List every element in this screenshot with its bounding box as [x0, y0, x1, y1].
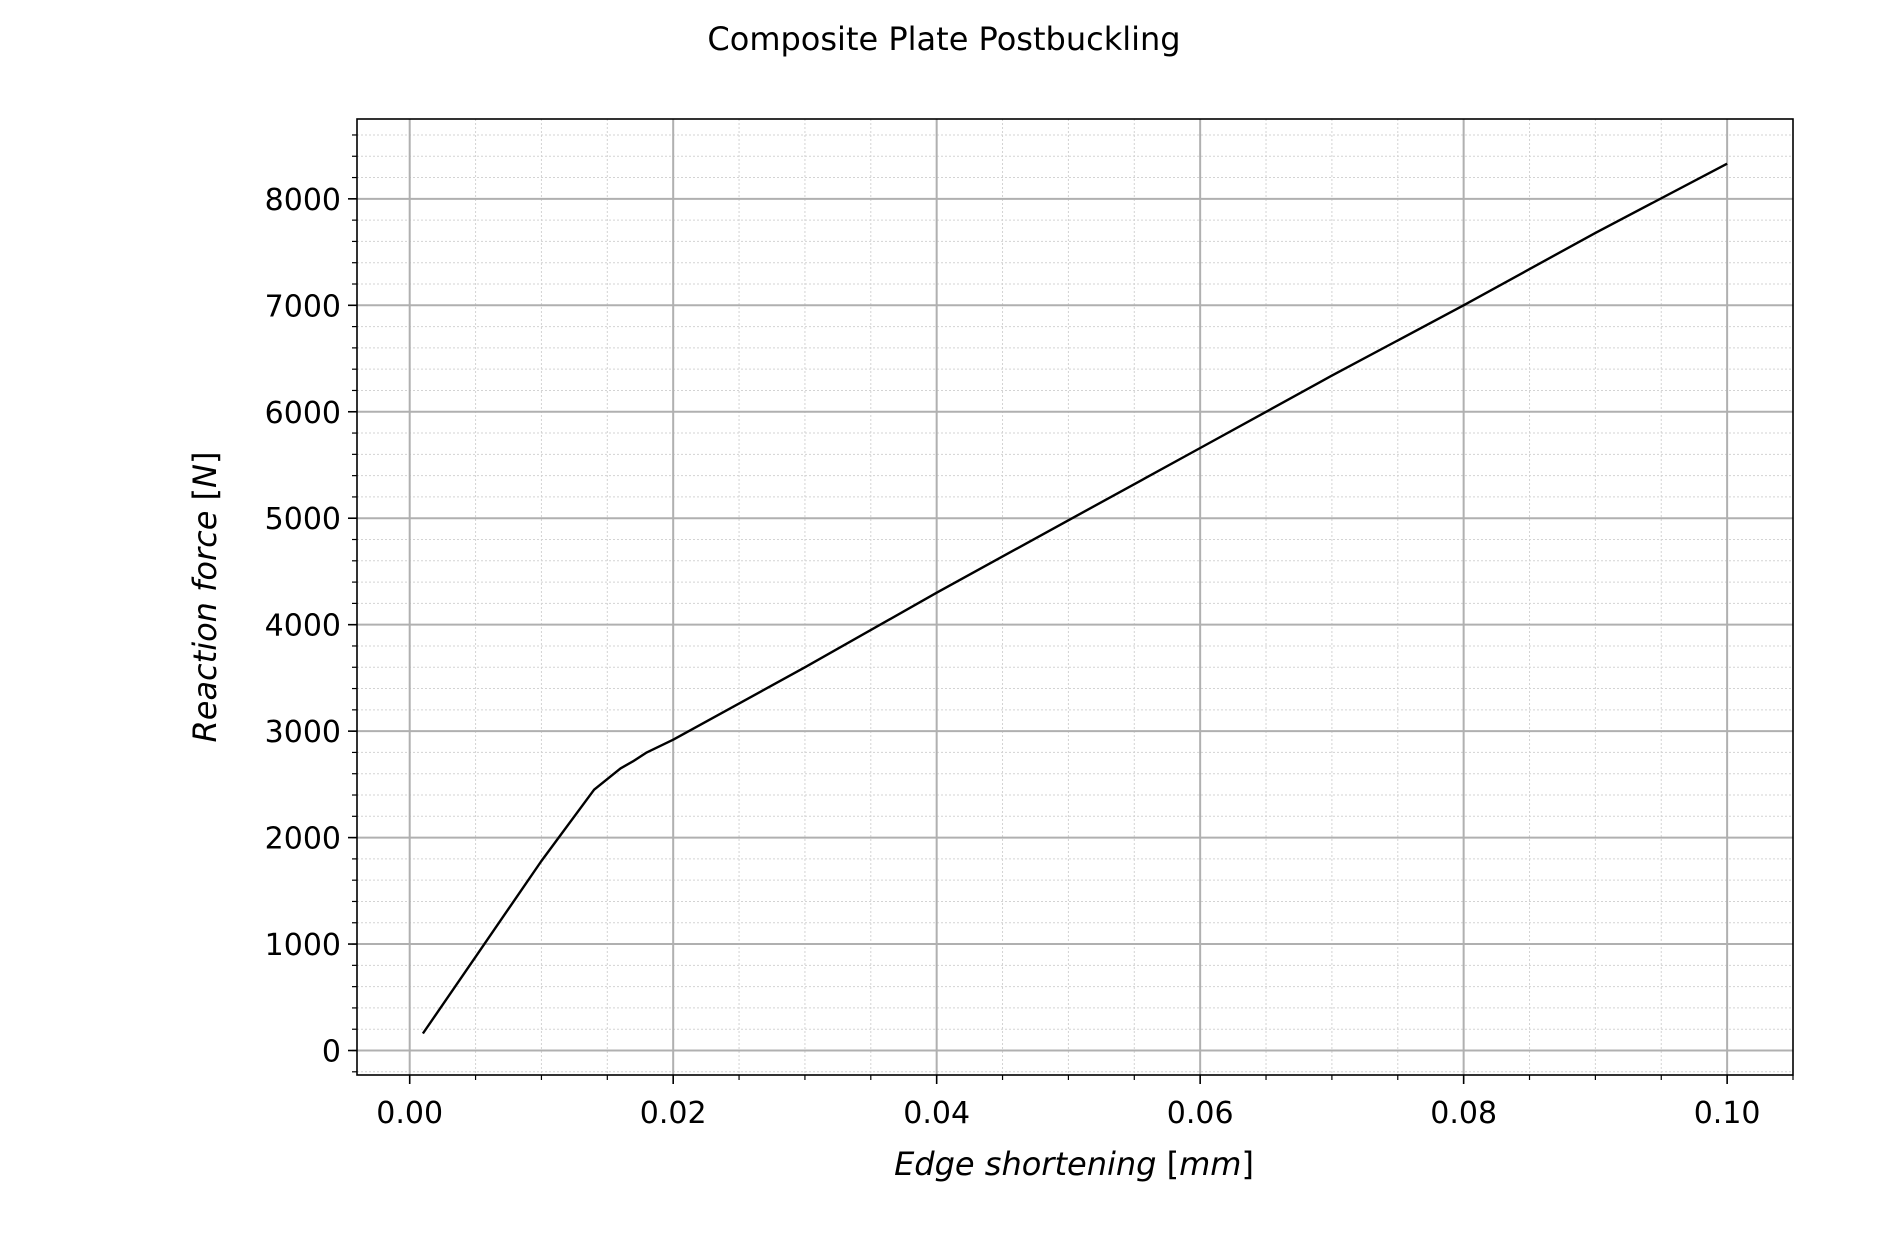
y-axis-label: Reaction force [N]: [186, 452, 224, 743]
tick-labels: 0.00 0.02 0.04 0.06 0.08 0.10 0 1000 2000 3000 400…: [265, 183, 1761, 1131]
x-tick-label: 0.06: [1167, 1096, 1234, 1131]
x-axis-label-unit: mm: [1179, 1145, 1241, 1183]
x-axis-label-text: Edge shortening: [894, 1145, 1167, 1183]
x-tick-label: 0.02: [640, 1096, 707, 1131]
y-axis-label-open: [: [186, 488, 224, 500]
plot-frame: [356, 118, 1794, 1076]
y-tick-label: 8000: [265, 183, 341, 218]
y-tick-label: 6000: [265, 396, 341, 431]
y-tick-label: 1000: [265, 928, 341, 963]
y-tick-label: 0: [322, 1035, 341, 1070]
y-axis-label-text: Reaction force: [186, 500, 224, 742]
minor-grid: [357, 119, 1794, 1075]
series-group: [421, 162, 1728, 1035]
x-tick-label: 0.00: [376, 1096, 443, 1131]
y-axis-label-unit: N: [186, 464, 224, 488]
x-tick-label: 0.10: [1694, 1096, 1761, 1131]
y-tick-label: 3000: [265, 715, 341, 750]
x-tick-label: 0.04: [903, 1096, 970, 1131]
x-axis-label-open: [: [1167, 1145, 1179, 1183]
y-tick-label: 5000: [265, 502, 341, 537]
series-line: [421, 162, 1728, 1035]
major-grid: [357, 119, 1793, 1075]
x-axis-label-close: ]: [1241, 1145, 1253, 1183]
y-tick-label: 4000: [265, 609, 341, 644]
y-tick-label: 2000: [265, 822, 341, 857]
x-axis-label: Edge shortening [mm]: [894, 1145, 1254, 1183]
x-tick-label: 0.08: [1430, 1096, 1497, 1131]
axis-ticks: [348, 134, 1794, 1084]
y-axis-label-close: ]: [186, 452, 224, 464]
chart-title: Composite Plate Postbuckling: [707, 20, 1180, 58]
y-tick-label: 7000: [265, 289, 341, 324]
